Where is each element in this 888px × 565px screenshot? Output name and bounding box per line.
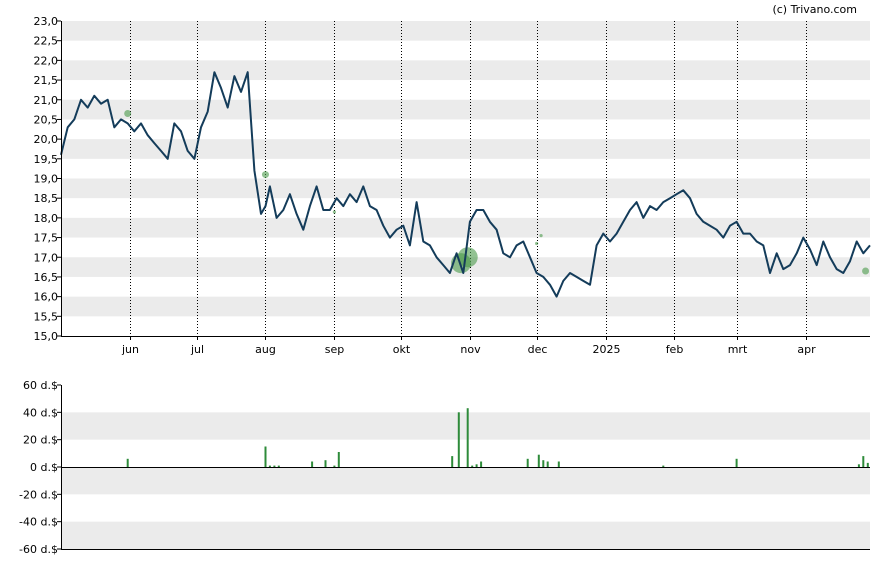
volume-bar bbox=[546, 461, 549, 467]
price-x-tick-label: sep bbox=[325, 343, 344, 356]
credit-label: (c) Trivano.com bbox=[772, 3, 857, 16]
event-marker bbox=[457, 247, 478, 268]
volume-bar bbox=[480, 461, 483, 467]
volume-y-axis-ticks: 60 d.$ 40 d.$ 20 d.$ 0 d.$ -20 d.$ -40 d.$ -60… bbox=[19, 379, 61, 556]
volume-bar bbox=[324, 460, 327, 467]
price-x-tick-label: mrt bbox=[728, 343, 748, 356]
volume-y-tick-label: 20 d.$ bbox=[23, 434, 58, 447]
price-y-tick-label: 21,0 bbox=[34, 94, 59, 107]
price-x-tick-label: okt bbox=[393, 343, 411, 356]
volume-grid-bands bbox=[61, 412, 870, 549]
volume-bars bbox=[126, 408, 869, 467]
price-band bbox=[61, 60, 870, 81]
price-panel: 23,0 22,5 22,0 21,5 21,0 20,5 20,0 19,5 19,0 18,5… bbox=[34, 15, 871, 356]
volume-band bbox=[61, 467, 870, 495]
event-marker bbox=[124, 110, 132, 118]
volume-y-tick-label: 60 d.$ bbox=[23, 379, 58, 392]
price-x-tick-label: dec bbox=[528, 343, 548, 356]
event-marker bbox=[535, 241, 539, 246]
price-x-tick-label: apr bbox=[797, 343, 816, 356]
price-y-tick-label: 23,0 bbox=[34, 15, 59, 28]
volume-bar bbox=[475, 464, 478, 467]
price-y-tick-label: 18,0 bbox=[34, 212, 59, 225]
volume-bar bbox=[471, 465, 474, 467]
price-band bbox=[61, 21, 870, 41]
price-x-tick-label: jul bbox=[190, 343, 204, 356]
event-marker bbox=[332, 210, 336, 214]
volume-bar bbox=[735, 458, 738, 467]
price-y-tick-label: 20,0 bbox=[34, 133, 59, 146]
volume-bar bbox=[268, 465, 271, 467]
price-x-tick-label: feb bbox=[666, 343, 684, 356]
volume-bar bbox=[264, 446, 267, 467]
price-x-tick-label: nov bbox=[460, 343, 481, 356]
price-line bbox=[60, 71, 871, 298]
price-y-tick-label: 17,5 bbox=[34, 232, 59, 245]
volume-bar bbox=[273, 465, 276, 467]
volume-band bbox=[61, 412, 870, 440]
event-marker bbox=[862, 267, 870, 275]
volume-panel: 60 d.$ 40 d.$ 20 d.$ 0 d.$ -20 d.$ -40 d.$ -60… bbox=[19, 379, 870, 556]
volume-y-tick-label: -20 d.$ bbox=[19, 488, 58, 501]
volume-y-tick-label: 40 d.$ bbox=[23, 406, 58, 419]
volume-bar bbox=[866, 462, 869, 467]
volume-bar bbox=[451, 456, 454, 467]
volume-bar bbox=[537, 454, 540, 467]
volume-bar bbox=[277, 465, 280, 467]
price-y-tick-label: 19,5 bbox=[34, 153, 59, 166]
price-band bbox=[61, 178, 870, 199]
event-marker bbox=[539, 233, 543, 238]
price-band bbox=[61, 296, 870, 317]
volume-bar bbox=[333, 465, 336, 467]
price-band bbox=[61, 139, 870, 159]
volume-bar bbox=[542, 460, 545, 467]
volume-y-tick-label: -40 d.$ bbox=[19, 516, 58, 529]
price-x-axis-ticks: jun jul aug sep okt nov dec 2025 feb mrt apr bbox=[121, 336, 816, 356]
price-y-tick-label: 16,0 bbox=[34, 291, 59, 304]
volume-bar bbox=[337, 452, 340, 467]
volume-bar bbox=[862, 456, 865, 467]
volume-bar bbox=[857, 464, 860, 467]
price-y-tick-label: 22,5 bbox=[34, 35, 59, 48]
volume-y-tick-label: -60 d.$ bbox=[19, 543, 58, 556]
price-y-tick-label: 20,5 bbox=[34, 113, 59, 126]
price-x-tick-label: 2025 bbox=[593, 343, 621, 356]
price-y-tick-label: 22,0 bbox=[34, 54, 59, 67]
price-y-tick-label: 19,0 bbox=[34, 173, 59, 186]
volume-bar bbox=[311, 461, 314, 467]
volume-bar bbox=[457, 412, 460, 467]
volume-bar bbox=[662, 465, 665, 467]
volume-y-tick-label: 0 d.$ bbox=[30, 461, 58, 474]
volume-band bbox=[61, 521, 870, 549]
price-x-tick-label: jun bbox=[121, 343, 139, 356]
volume-bar bbox=[466, 408, 469, 467]
price-band bbox=[61, 99, 870, 120]
price-y-tick-label: 15,5 bbox=[34, 310, 59, 323]
price-x-tick-label: aug bbox=[255, 343, 276, 356]
event-marker bbox=[261, 171, 269, 179]
price-band bbox=[61, 217, 870, 238]
volume-bar bbox=[526, 458, 529, 467]
price-y-tick-label: 18,5 bbox=[34, 192, 59, 205]
volume-bar bbox=[126, 458, 129, 467]
price-y-tick-label: 16,5 bbox=[34, 271, 59, 284]
price-y-tick-label: 21,5 bbox=[34, 74, 59, 87]
volume-bar bbox=[557, 461, 560, 467]
price-y-tick-label: 17,0 bbox=[34, 251, 59, 264]
price-y-axis-ticks: 23,0 22,5 22,0 21,5 21,0 20,5 20,0 19,5 19,0 18,5… bbox=[34, 15, 61, 343]
price-y-tick-label: 15,0 bbox=[34, 330, 59, 343]
